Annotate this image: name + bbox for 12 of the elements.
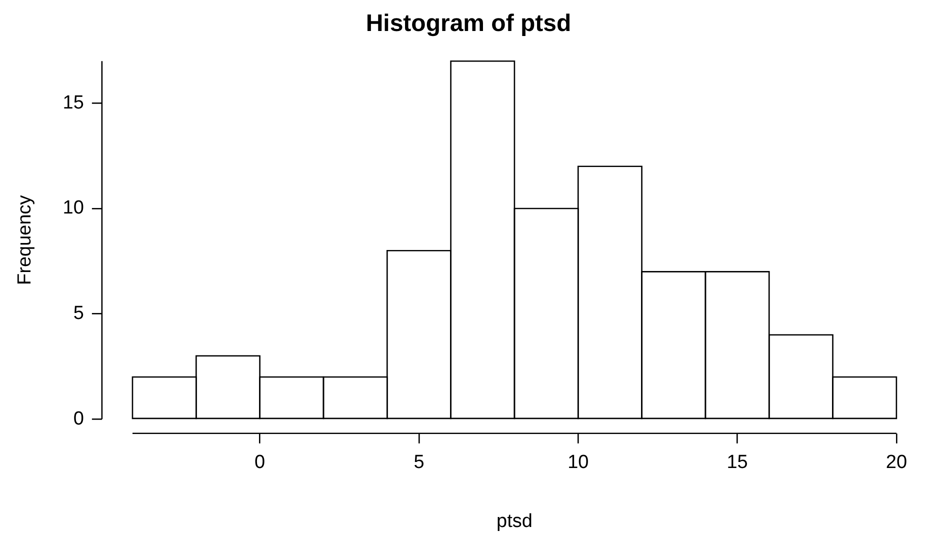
x-tick-label: 20 <box>886 452 908 474</box>
y-tick-label: 10 <box>62 198 84 219</box>
x-tick-label: 5 <box>414 452 424 474</box>
y-tick-label: 0 <box>73 408 84 430</box>
y-tick-label: 15 <box>62 92 84 114</box>
x-tick-label: 0 <box>254 452 266 474</box>
x-tick-label: 15 <box>726 452 748 474</box>
y-tick-label: 5 <box>73 303 84 324</box>
chart-title: Histogram of ptsd <box>366 10 572 38</box>
x-tick-label: 10 <box>568 452 589 474</box>
x-axis-title: ptsd <box>496 510 532 532</box>
y-axis-title: Frequency <box>14 194 36 285</box>
